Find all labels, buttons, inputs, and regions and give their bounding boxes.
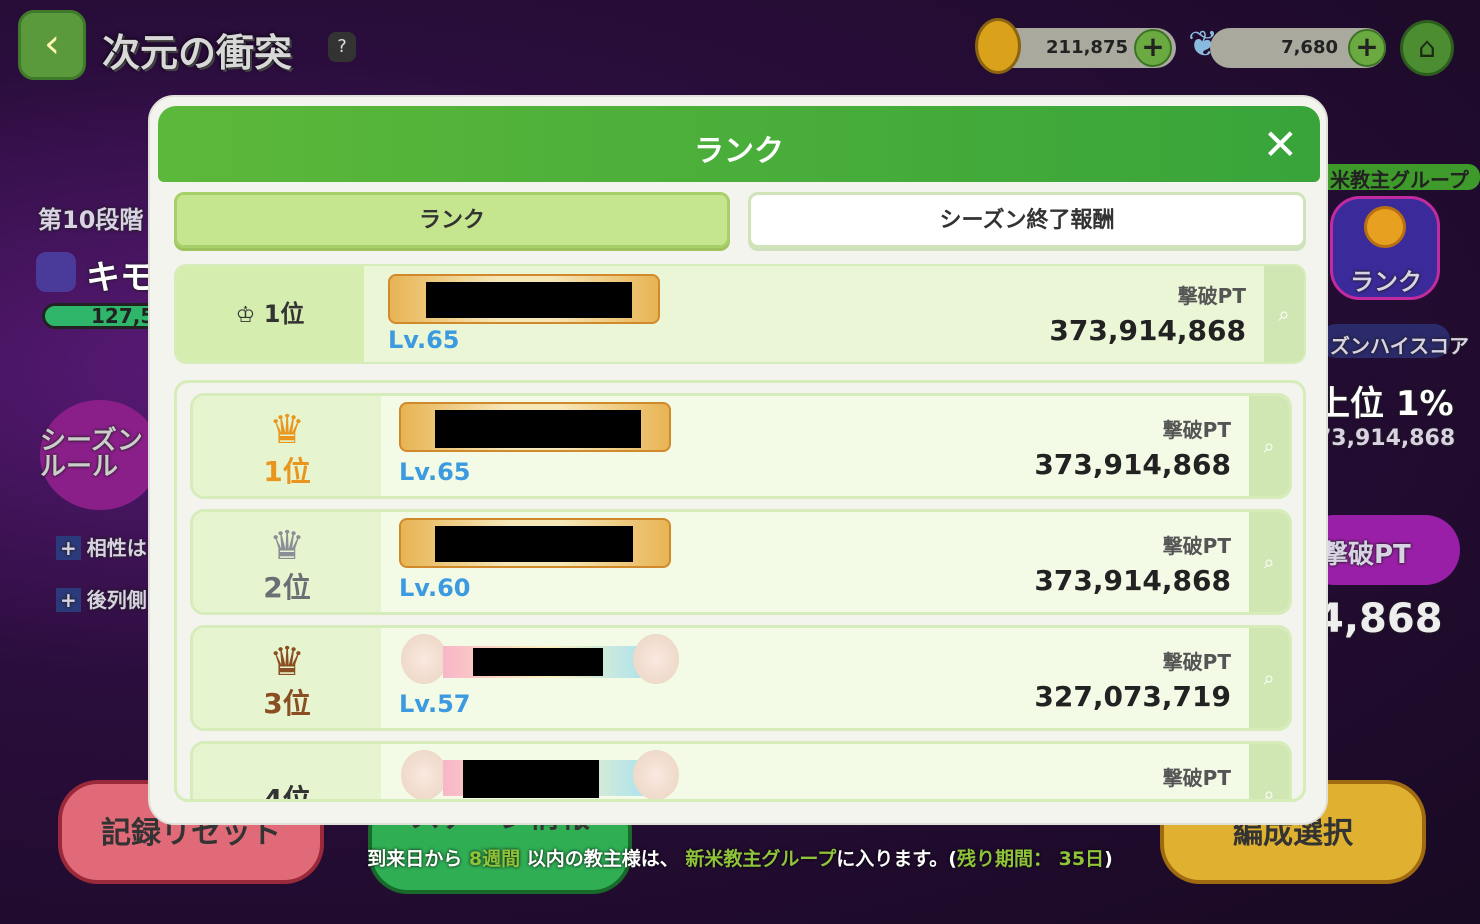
rank-button-label: ランク [1350,268,1422,296]
home-button[interactable]: ⌂ [1400,20,1454,76]
name-banner [399,518,671,568]
modal-title: ランク [694,134,784,169]
search-button[interactable]: ⌕ [1249,512,1289,612]
my-rank-text: 1位 [263,300,305,328]
help-button[interactable]: ? [328,32,356,62]
notice-text: 以内の教主様は、 [520,848,686,870]
character-avatar [633,750,679,799]
boss-name: キモ [86,258,154,298]
notice-weeks: 8週間 [468,848,521,870]
my-level: Lv.65 [388,326,460,354]
pt-value: 327,073,719 [1034,680,1231,713]
ranking-row: ♛ 1位 Lv.65 撃破PT 373,914,868 ⌕ [190,393,1292,499]
pt-label: 撃破PT [1162,418,1231,442]
rank-modal: ランク ✕ ランク シーズン終了報酬 ♔ 1位 Lv.65 撃破PT 373,9… [148,95,1328,825]
silver-crown-icon: ♛ [269,523,305,569]
search-icon: ⌕ [1263,782,1275,802]
tip-affinity-text: 相性は [86,536,147,560]
redacted-name [473,648,603,676]
bronze-crown-icon: ♛ [269,639,305,685]
add-gold-button[interactable]: + [1134,29,1172,67]
search-icon: ⌕ [1263,550,1275,574]
notice-remaining: 残り期間： 35日 [957,848,1105,870]
boss-element-icon [36,252,76,292]
tip-backrow: + 後列側 [56,584,147,613]
group-label: 米教主グループ [1330,168,1469,192]
tip-affinity: + 相性は [56,532,147,561]
screen-title: 次元の衝突 [102,31,293,75]
ranking-row: 4位 撃破PT ⌕ [190,741,1292,802]
search-icon: ⌕ [1263,666,1275,690]
pt-value: 4,868 [1316,596,1443,642]
ranking-row: ♛ 2位 Lv.60 撃破PT 373,914,868 ⌕ [190,509,1292,615]
redacted-name [435,526,633,562]
gem-amount: 7,680 [1281,37,1338,58]
boss-hp-bar: 127,5 [42,303,162,329]
level: Lv.57 [399,690,471,718]
notice-text: に入ります。( [836,848,957,870]
pt-label: 撃破PT [1322,540,1411,570]
close-icon[interactable]: ✕ [1262,120,1298,169]
character-avatar [401,634,447,684]
character-avatar [401,750,447,799]
highscore-label: ズンハイスコア [1330,334,1469,358]
pt-label: 撃破PT [1162,766,1231,790]
my-pt-value: 373,914,868 [1049,314,1246,347]
search-button[interactable]: ⌕ [1249,396,1289,496]
group-notice: 到来日から 8週間 以内の教主様は、 新米教主グループに入ります。(残り期間： … [0,844,1480,871]
medal-icon [1364,206,1406,248]
ranking-list[interactable]: ♛ 1位 Lv.65 撃破PT 373,914,868 ⌕ ♛ 2位 Lv.60 撃… [174,380,1306,802]
season-rule-label: シーズンルール [40,426,143,482]
ranking-row: ♛ 3位 Lv.57 撃破PT 327,073,719 ⌕ [190,625,1292,731]
season-rule-button[interactable] [40,400,160,510]
pt-label: 撃破PT [1162,534,1231,558]
pt-label: 撃破PT [1162,650,1231,674]
highscore-value: 73,914,868 [1316,426,1456,451]
tab-rank[interactable]: ランク [174,192,730,248]
tab-season-rewards[interactable]: シーズン終了報酬 [748,192,1306,248]
tip-backrow-text: 後列側 [86,588,147,612]
search-icon: ⌕ [1278,302,1290,327]
top-percent: 上位 1% [1316,384,1454,424]
notice-text: ) [1104,848,1113,870]
search-button[interactable]: ⌕ [1249,744,1289,802]
modal-header: ランク ✕ [158,106,1320,182]
my-rank-row: ♔ 1位 Lv.65 撃破PT 373,914,868 ⌕ [174,264,1306,364]
add-gems-button[interactable]: + [1348,29,1386,67]
my-rank: ♔ 1位 [176,266,364,362]
redacted-name [435,410,641,448]
back-button[interactable]: ‹ [18,10,86,80]
rank-text: 1位 [263,455,311,488]
gold-crown-icon: ♛ [269,407,305,453]
level: Lv.60 [399,574,471,602]
pt-value: 373,914,868 [1034,564,1231,597]
rank-text: 4位 [263,783,311,802]
stage-label: 第10段階 [38,206,144,234]
level: Lv.65 [399,458,471,486]
pt-value: 373,914,868 [1034,448,1231,481]
gold-amount: 211,875 [1046,37,1128,58]
rank-text: 3位 [263,687,311,720]
search-icon: ⌕ [1263,434,1275,458]
gold-coin-icon [975,18,1021,74]
crystal-icon: ❦ [1188,24,1219,65]
redacted-name [463,760,599,798]
notice-group: 新米教主グループ [685,848,837,870]
redacted-name [426,282,632,318]
rank-text: 2位 [263,571,311,604]
name-banner [399,402,671,452]
notice-text: 到来日から [367,848,469,870]
my-pt-label: 撃破PT [1177,284,1246,308]
name-banner [388,274,660,324]
search-button[interactable]: ⌕ [1249,628,1289,728]
character-avatar [633,634,679,684]
crown-icon: ♔ [235,303,256,328]
my-search-button[interactable]: ⌕ [1264,266,1304,362]
